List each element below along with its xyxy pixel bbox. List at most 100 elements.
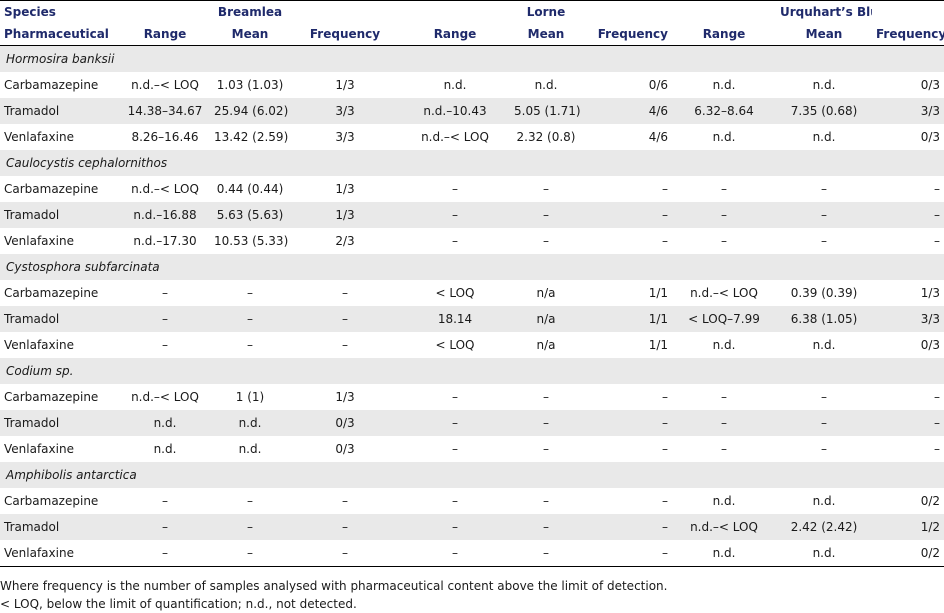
- table-row: Venlafaxine 8.26–16.46 13.42 (2.59) 3/3 n.d.…: [0, 124, 944, 150]
- table-cell: 1 (1): [235, 390, 265, 404]
- pharmaceutical-header: Pharmaceutical: [4, 27, 109, 41]
- table-cell: n.d.–< LOQ: [131, 390, 199, 404]
- table-cell: –: [290, 514, 400, 540]
- table-cell: –: [120, 306, 210, 332]
- table-cell: n.d.: [672, 540, 776, 567]
- table-cell: –: [872, 202, 944, 228]
- table-cell: –: [210, 540, 290, 567]
- table-row: Venlafaxine n.d. n.d. 0/3 – – – – – –: [0, 436, 944, 462]
- header-row-columns: Pharmaceutical Range Mean Frequency Rang…: [0, 23, 944, 46]
- table-cell: n.d.: [712, 338, 736, 352]
- table-cell: –: [400, 202, 510, 228]
- table-cell: –: [582, 514, 672, 540]
- table-cell: –: [721, 442, 727, 456]
- table-cell: –: [776, 202, 872, 228]
- table-cell: –: [452, 234, 458, 248]
- range-header: Range: [702, 27, 746, 41]
- table-cell: 0/2: [872, 540, 944, 567]
- table-cell: 1/3: [335, 78, 355, 92]
- mean-header: Mean: [231, 27, 269, 41]
- table-row: Tramadol n.d. n.d. 0/3– – – – – –: [0, 410, 944, 436]
- pharmaceutical-name: Tramadol: [0, 98, 120, 124]
- table-cell: –: [400, 410, 510, 436]
- frequency-header: Frequency: [876, 27, 944, 41]
- table-cell: n.d.: [238, 442, 262, 456]
- table-row: Tramadol n.d.–16.88 5.63 (5.63) 1/3– – – – – –: [0, 202, 944, 228]
- species-row: Codium sp.: [0, 358, 944, 384]
- table-cell: n.d.: [812, 494, 836, 508]
- table-cell: –: [872, 410, 944, 436]
- table-cell: 3/3: [872, 306, 944, 332]
- table-cell: –: [662, 442, 668, 456]
- pharmaceutical-name: Venlafaxine: [4, 130, 74, 144]
- table-cell: 1/1: [648, 286, 668, 300]
- table-footnotes: Where frequency is the number of samples…: [0, 577, 944, 613]
- table-cell: 2.32 (0.8): [516, 130, 576, 144]
- table-row: Tramadol 14.38–34.67 25.94 (6.02) 3/3 n.d.–1…: [0, 98, 944, 124]
- table-cell: < LOQ–7.99: [672, 306, 776, 332]
- table-cell: –: [452, 442, 458, 456]
- table-cell: n.d.–17.30: [133, 234, 197, 248]
- table-cell: –: [290, 306, 400, 332]
- table-cell: –: [543, 390, 549, 404]
- table-row: Tramadol – – – – – – n.d.–< LOQ 2.42 (2.42) 1/2: [0, 514, 944, 540]
- pharmaceutical-name: Carbamazepine: [4, 286, 99, 300]
- table-cell: –: [120, 540, 210, 567]
- table-cell: 7.35 (0.68): [776, 98, 872, 124]
- table-cell: –: [342, 494, 348, 508]
- table-cell: –: [672, 202, 776, 228]
- table-cell: –: [821, 182, 827, 196]
- table-row: Tramadol – – –18.14 n/a 1/1 < LOQ–7.99 6.38 (1.…: [0, 306, 944, 332]
- table-cell: 4/6: [648, 130, 668, 144]
- range-header: Range: [143, 27, 187, 41]
- site-header-breamlea: Breamlea: [217, 5, 283, 19]
- table-cell: n.d.–< LOQ: [131, 78, 199, 92]
- pharmaceutical-name: Tramadol: [0, 306, 120, 332]
- species-row: Caulocystis cephalornithos: [0, 150, 944, 176]
- pharmaceutical-name: Tramadol: [0, 202, 120, 228]
- species-name: Codium sp.: [0, 358, 944, 384]
- table-cell: 3/3: [335, 130, 355, 144]
- table-cell: –: [120, 514, 210, 540]
- table-cell: n.d.–10.43: [400, 98, 510, 124]
- table-cell: 6.38 (1.05): [776, 306, 872, 332]
- table-cell: n.d.: [153, 442, 177, 456]
- pharmaceutical-name: Tramadol: [0, 514, 120, 540]
- table-cell: –: [672, 410, 776, 436]
- table-cell: 0/3: [920, 78, 940, 92]
- table-cell: 3/3: [872, 98, 944, 124]
- table-cell: –: [452, 494, 458, 508]
- table-cell: –: [934, 390, 940, 404]
- table-cell: n.d.–< LOQ: [421, 130, 489, 144]
- pharmaceutical-name: Venlafaxine: [0, 540, 120, 567]
- table-cell: –: [934, 442, 940, 456]
- table-cell: –: [721, 182, 727, 196]
- table-cell: –: [543, 234, 549, 248]
- header-row-sites: Species Breamlea Lorne Urquhart’s Bluff: [0, 0, 944, 24]
- table-cell: –: [662, 182, 668, 196]
- table-cell: –: [452, 390, 458, 404]
- table-row: Carbamazepine – – – < LOQ n/a 1/1 n.d.–< LOQ 0.3…: [0, 280, 944, 306]
- table-cell: 5.63 (5.63): [210, 202, 290, 228]
- table-cell: 1/1: [582, 306, 672, 332]
- table-cell: –: [662, 390, 668, 404]
- table-row: Carbamazepine n.d.–< LOQ 1.03 (1.03) 1/3 n.d…: [0, 72, 944, 98]
- table-cell: 13.42 (2.59): [214, 130, 289, 144]
- table-row: Venlafaxine – – – – – – n.d. n.d. 0/2: [0, 540, 944, 567]
- table-cell: 18.14: [400, 306, 510, 332]
- species-name: Amphibolis antarctica: [0, 462, 944, 488]
- table-cell: 5.05 (1.71): [510, 98, 582, 124]
- footnote: < LOQ, below the limit of quantification…: [0, 597, 357, 611]
- table-cell: n.d.–16.88: [120, 202, 210, 228]
- table-cell: –: [162, 338, 168, 352]
- pharmaceutical-name: Venlafaxine: [4, 234, 74, 248]
- species-row: Hormosira banksii: [0, 45, 944, 72]
- table-cell: n.d.–< LOQ: [690, 286, 758, 300]
- footnote: Where frequency is the number of samples…: [0, 579, 668, 593]
- table-row: Venlafaxine n.d.–17.30 10.53 (5.33) 2/3 – – – –…: [0, 228, 944, 254]
- site-header-urquharts-bluff: Urquhart’s Bluff: [780, 5, 872, 19]
- table-cell: –: [582, 540, 672, 567]
- table-cell: 1.03 (1.03): [216, 78, 284, 92]
- table-cell: n.d.: [812, 338, 836, 352]
- species-name: Caulocystis cephalornithos: [0, 150, 944, 176]
